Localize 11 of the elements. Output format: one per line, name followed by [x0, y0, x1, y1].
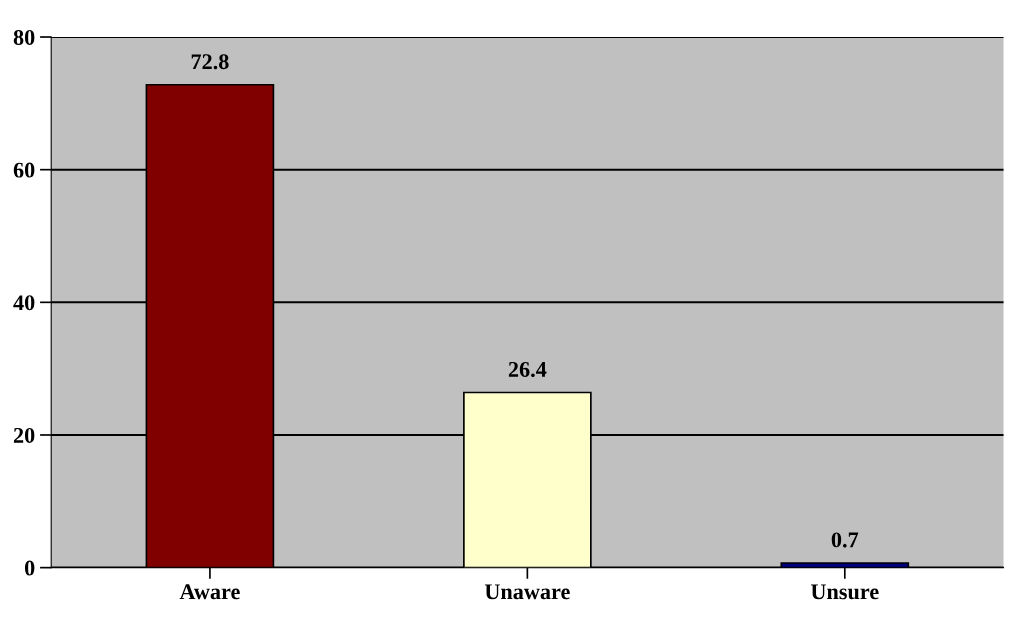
x-tick-label: Unaware: [484, 584, 570, 600]
data-label: 72.8: [191, 54, 229, 70]
y-tick-label: 20: [13, 427, 35, 443]
x-tick-label: Aware: [179, 584, 240, 600]
data-label: 0.7: [831, 532, 859, 548]
y-tick-label: 60: [13, 162, 35, 178]
y-tick-label: 40: [13, 295, 35, 311]
data-label: 26.4: [508, 361, 547, 378]
y-tick-label: 80: [13, 29, 35, 45]
y-tick-label: 0: [24, 560, 35, 576]
x-tick-label: Unsure: [810, 584, 879, 600]
